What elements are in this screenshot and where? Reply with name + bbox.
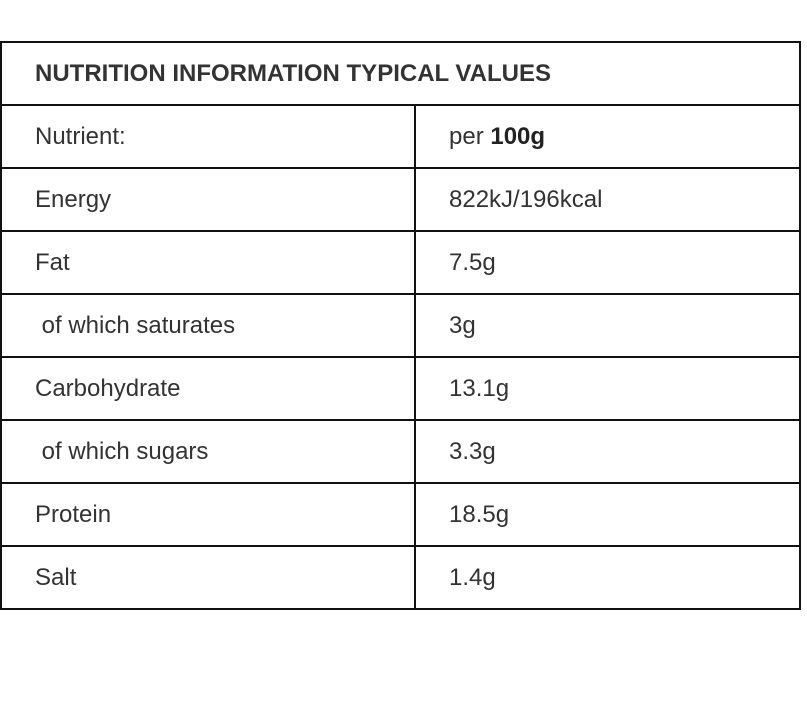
nutrient-name: Carbohydrate: [0, 356, 416, 421]
nutrient-row: Fat 7.5g: [0, 230, 801, 295]
nutrient-row: Energy 822kJ/196kcal: [0, 167, 801, 232]
nutrient-name: Salt: [0, 545, 416, 610]
nutrient-row: of which saturates 3g: [0, 293, 801, 358]
nutrient-row: Salt 1.4g: [0, 545, 801, 610]
nutrient-row: of which sugars 3.3g: [0, 419, 801, 484]
table-title: NUTRITION INFORMATION TYPICAL VALUES: [0, 41, 801, 106]
nutrient-value: 3.3g: [414, 419, 801, 484]
header-row: Nutrient: per 100g: [0, 104, 801, 169]
header-basis-cell: per 100g: [414, 104, 801, 169]
nutrient-value: 3g: [414, 293, 801, 358]
nutrient-name: of which sugars: [0, 419, 416, 484]
nutrient-value: 7.5g: [414, 230, 801, 295]
header-basis: 100g: [490, 122, 546, 150]
nutrient-name: Energy: [0, 167, 416, 232]
nutrition-table: NUTRITION INFORMATION TYPICAL VALUES Nut…: [0, 41, 801, 610]
nutrient-name: of which saturates: [0, 293, 416, 358]
title-row: NUTRITION INFORMATION TYPICAL VALUES: [0, 41, 801, 106]
header-per: per: [449, 122, 484, 150]
nutrient-value: 18.5g: [414, 482, 801, 547]
header-label: Nutrient:: [0, 104, 416, 169]
nutrient-row: Protein 18.5g: [0, 482, 801, 547]
nutrient-value: 13.1g: [414, 356, 801, 421]
nutrient-name: Protein: [0, 482, 416, 547]
nutrient-name: Fat: [0, 230, 416, 295]
nutrient-row: Carbohydrate 13.1g: [0, 356, 801, 421]
nutrient-value: 822kJ/196kcal: [414, 167, 801, 232]
nutrient-value: 1.4g: [414, 545, 801, 610]
